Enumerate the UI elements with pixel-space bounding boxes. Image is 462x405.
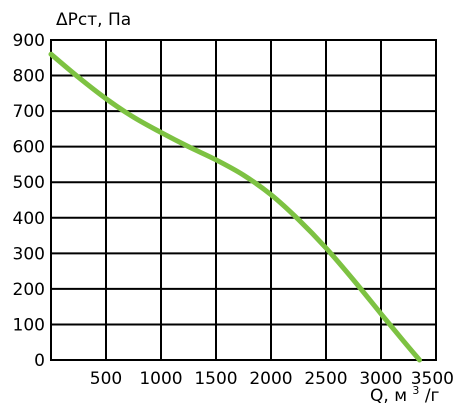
x-tick-label: 2500: [304, 369, 347, 389]
tick-labels: 0 100 200 300 400 500 600 700 800 900 500 1000 1500 2…: [13, 31, 454, 389]
x-axis-label-main: Q, м: [370, 386, 407, 405]
x-tick-label: 3000: [359, 369, 402, 389]
y-tick-label: 0: [34, 351, 45, 371]
x-tick-label: 2000: [249, 369, 292, 389]
performance-curve: [48, 51, 422, 363]
y-tick-label: 800: [13, 67, 45, 87]
y-tick-label: 900: [13, 31, 45, 51]
y-tick-label: 100: [13, 315, 45, 335]
data-series: [48, 51, 422, 363]
x-tick-label: 500: [90, 369, 122, 389]
x-axis-label-tail: /г: [425, 386, 440, 405]
plot-border: [50, 39, 437, 361]
x-tick-label: 1000: [139, 369, 182, 389]
y-tick-label: 400: [13, 209, 45, 229]
x-tick-label: 3500: [411, 369, 454, 389]
y-tick-label: 600: [13, 138, 45, 158]
y-axis-label: ΔРст, Па: [56, 10, 131, 30]
y-tick-label: 200: [13, 280, 45, 300]
x-tick-label: 1500: [194, 369, 237, 389]
y-tick-label: 700: [13, 102, 45, 122]
grid: [51, 40, 436, 360]
y-tick-label: 300: [13, 244, 45, 264]
plot-frame: [50, 39, 437, 361]
y-tick-label: 500: [13, 173, 45, 193]
x-axis-label: Q, м 3 /г: [370, 379, 440, 405]
x-axis-label-superscript: 3: [412, 384, 419, 397]
